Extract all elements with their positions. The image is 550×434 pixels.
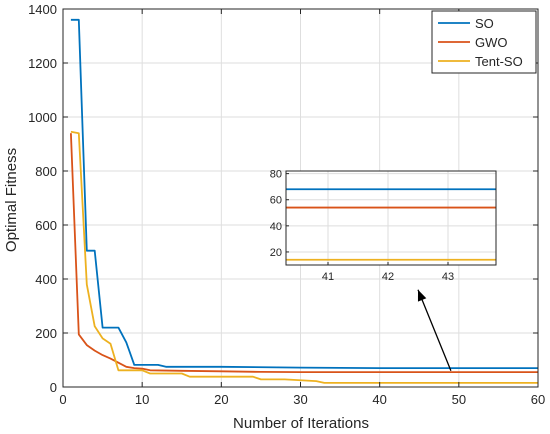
- series-line-gwo: [70, 133, 538, 374]
- series-line-tent-so: [70, 130, 538, 384]
- y-axis-label: Optimal Fitness: [3, 148, 20, 252]
- x-axis-label: Number of Iterations: [233, 415, 369, 432]
- arrow-shaft: [417, 289, 452, 372]
- inset-x-tick-label: 43: [442, 271, 454, 283]
- zoom-arrow: [417, 289, 452, 372]
- legend-label-tent-so: Tent-SO: [475, 54, 523, 69]
- x-tick-label: 10: [135, 392, 149, 407]
- main-series-lines: [70, 18, 538, 384]
- inset-y-tick-label: 80: [270, 169, 282, 181]
- plot-frame: [62, 8, 539, 388]
- x-tick-labels: 0 10 20 30 40 50 60: [59, 392, 545, 407]
- series-line-so: [70, 18, 538, 370]
- inset-y-tick-label: 20: [270, 247, 282, 259]
- inset-x-tick-label: 41: [322, 271, 334, 283]
- y-tick-label: 800: [35, 164, 57, 179]
- x-tick-label: 30: [293, 392, 307, 407]
- y-tick-label: 1200: [28, 56, 57, 71]
- x-tick-label: 60: [531, 392, 545, 407]
- inset-plot: 41 42 43 20 40 60 80: [270, 169, 497, 283]
- inset-y-tick-label: 40: [270, 221, 282, 233]
- y-tick-label: 400: [35, 272, 57, 287]
- inset-frame: [285, 170, 497, 266]
- inset-background: [286, 171, 496, 265]
- y-tick-label: 0: [50, 380, 57, 395]
- y-tick-labels: 0 200 400 600 800 1000 1200 1400: [28, 2, 57, 395]
- main-frame: [62, 8, 539, 388]
- legend-label-so: SO: [475, 16, 494, 31]
- legend: SO GWO Tent-SO: [431, 10, 537, 74]
- x-tick-label: 0: [59, 392, 66, 407]
- y-tick-label: 200: [35, 326, 57, 341]
- x-tick-label: 50: [452, 392, 466, 407]
- inset-x-tick-label: 42: [382, 271, 394, 283]
- legend-label-gwo: GWO: [475, 35, 508, 50]
- x-tick-label: 20: [214, 392, 228, 407]
- x-tick-label: 40: [372, 392, 386, 407]
- inset-y-tick-label: 60: [270, 195, 282, 207]
- arrow-head: [417, 289, 427, 302]
- y-tick-label: 1400: [28, 2, 57, 17]
- y-tick-label: 600: [35, 218, 57, 233]
- y-tick-label: 1000: [28, 110, 57, 125]
